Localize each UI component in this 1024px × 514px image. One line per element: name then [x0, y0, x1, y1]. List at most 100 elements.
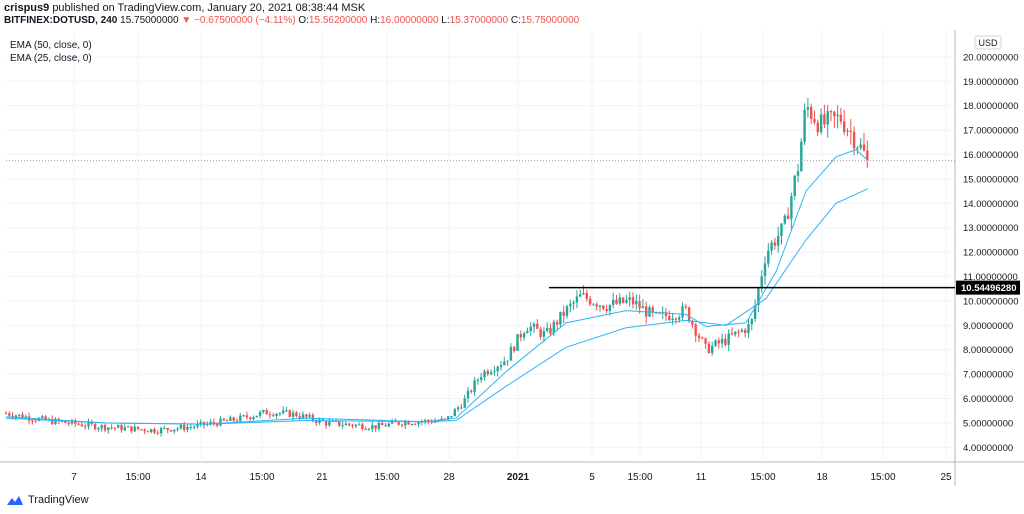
candle-body [209, 421, 212, 424]
candle-body [674, 318, 678, 320]
candle-body [678, 317, 681, 320]
x-tick-label: 15:00 [374, 472, 399, 483]
candle-body [793, 175, 796, 197]
candle-body [179, 424, 183, 429]
candle-body [133, 426, 136, 432]
x-tick-label: 18 [816, 472, 828, 483]
candle-body [305, 414, 308, 417]
candle-body [216, 423, 219, 426]
indicator-legend-ema50[interactable]: EMA (50, close, 0) [10, 40, 92, 51]
candle-body [278, 413, 282, 415]
x-tick-label: 2021 [507, 472, 530, 483]
candle-body [806, 107, 810, 110]
candle-body [18, 414, 21, 416]
candle-body [506, 360, 509, 362]
x-tick-label: 21 [316, 472, 328, 483]
candle-body [562, 311, 565, 316]
candle-body [387, 423, 390, 427]
high-value: 16.00000000 [380, 15, 439, 26]
candle-body [503, 361, 506, 366]
candle-body [344, 423, 348, 426]
candle-body [107, 427, 110, 431]
candle-body [519, 334, 522, 338]
candle-body [694, 324, 697, 336]
candle-body [166, 427, 169, 430]
candle-body [476, 379, 480, 381]
candle-body [357, 424, 361, 426]
indicator-legend-ema25[interactable]: EMA (25, close, 0) [10, 53, 92, 64]
candle-body [84, 426, 87, 428]
candle-body [351, 424, 354, 427]
candle-body [308, 415, 311, 417]
candle-body [60, 421, 64, 423]
candle-body [697, 335, 701, 338]
candle-body [126, 426, 130, 428]
candle-body [588, 298, 592, 305]
candle-body [202, 421, 206, 426]
candle-body [496, 366, 499, 372]
candle-body [493, 371, 496, 373]
brand-name[interactable]: TradingView [28, 494, 89, 506]
candle-body [509, 347, 513, 361]
candle-body [737, 331, 740, 333]
open-value: 15.56200000 [308, 15, 368, 26]
level-price-badge [956, 280, 1020, 295]
low-label: L: [441, 15, 450, 26]
candle-body [796, 171, 800, 176]
open-label: O: [298, 15, 309, 26]
candle-body [64, 421, 67, 424]
candle-body [400, 424, 404, 426]
candle-body [252, 417, 255, 420]
candle-body [460, 407, 463, 409]
y-tick-label: 20.00000000 [963, 52, 1018, 63]
candle-body [866, 150, 869, 161]
candle-body [829, 111, 833, 113]
candle-body [354, 424, 357, 427]
candle-body [374, 425, 377, 429]
candle-body [572, 302, 575, 304]
candle-body [384, 425, 387, 427]
y-tick-label: 15.00000000 [963, 174, 1018, 185]
candle-body [196, 423, 199, 427]
author-name[interactable]: crispus9 [4, 2, 50, 14]
low-value: 15.37000000 [449, 15, 509, 26]
candle-body [859, 144, 862, 148]
candle-body [298, 416, 301, 418]
x-tick-label: 15:00 [627, 472, 652, 483]
candle-body [341, 425, 344, 427]
candle-body [381, 422, 384, 426]
y-tick-label: 10.00000000 [963, 296, 1018, 307]
candle-body [605, 309, 608, 312]
candle-body [740, 329, 744, 332]
candle-body [724, 338, 727, 345]
candle-body [282, 410, 285, 414]
y-tick-label: 9.00000000 [963, 321, 1013, 332]
candle-body [338, 421, 341, 426]
candle-body [770, 242, 773, 251]
candle-body [447, 416, 450, 419]
candle-body [704, 338, 707, 344]
candle-body [348, 423, 351, 425]
candle-body [592, 304, 595, 306]
symbol-name[interactable]: BITFINEX:DOTUSD, 240 [4, 15, 118, 26]
candle-body [579, 294, 582, 297]
candle-body [803, 109, 806, 142]
x-tick-label: 15:00 [750, 472, 775, 483]
candle-body [4, 413, 8, 415]
candle-body [615, 299, 618, 304]
candle-body [489, 372, 493, 375]
candle-body [51, 418, 54, 425]
y-tick-label: 12.00000000 [963, 248, 1018, 259]
candle-body [625, 299, 628, 303]
candle-body [249, 417, 252, 420]
candle-body [598, 305, 602, 307]
candle-body [153, 429, 156, 433]
candle-body [255, 415, 258, 418]
candle-body [176, 428, 179, 430]
candle-body [786, 215, 790, 219]
y-tick-label: 8.00000000 [963, 345, 1013, 356]
candle-body [595, 304, 598, 307]
candle-body [90, 422, 93, 424]
candle-body [242, 415, 245, 417]
